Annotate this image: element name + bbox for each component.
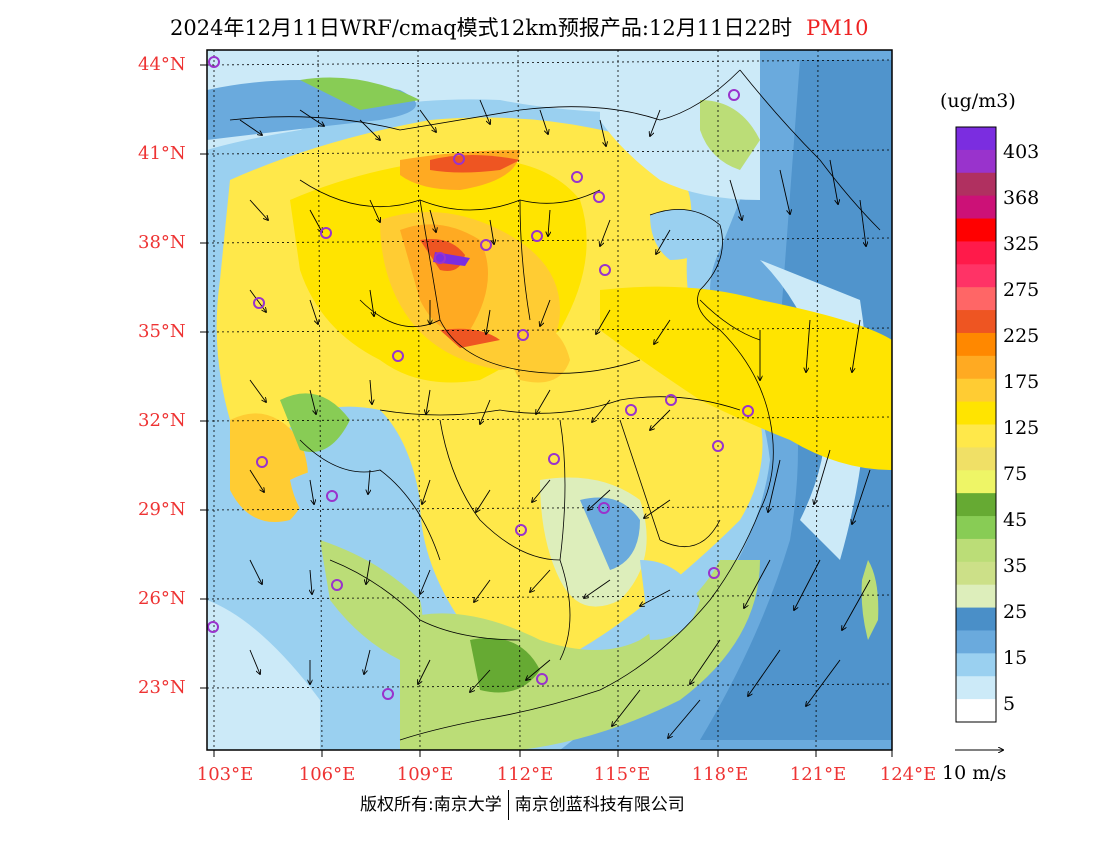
legend-swatch [956, 401, 996, 425]
legend-swatch [956, 127, 996, 151]
lat-label-35: 35°N [138, 321, 186, 342]
legend-swatch [956, 653, 996, 677]
legend-unit: (ug/m3) [940, 90, 1016, 112]
legend-swatch [956, 584, 996, 609]
legend-swatch [956, 516, 996, 540]
title-text: 2024年12月11日WRF/cmaq模式12km预报产品:12月11日22时 [170, 16, 793, 40]
legend-label: 35 [1003, 555, 1028, 577]
variable-name: PM10 [806, 16, 869, 40]
lat-label-38: 38°N [138, 232, 186, 253]
legend-swatch [956, 195, 996, 220]
legend-swatch [956, 218, 996, 242]
legend-label: 175 [1003, 371, 1040, 393]
lat-label-32: 32°N [138, 410, 186, 431]
wind-vectors [239, 99, 871, 738]
lon-label-112: 112°E [496, 764, 554, 785]
city-markers [207, 56, 754, 700]
legend-swatch [956, 447, 996, 471]
legend-frame [955, 126, 997, 723]
legend-label: 325 [1003, 233, 1040, 255]
wind-reference-label: 10 m/s [942, 762, 1007, 784]
legend-swatch [956, 538, 996, 563]
boundaries [229, 69, 881, 741]
lat-label-26: 26°N [138, 588, 186, 609]
copyright-right: 南京创蓝科技有限公司 [514, 795, 685, 815]
legend-swatch [956, 378, 996, 403]
legend-swatch [956, 493, 996, 517]
map-title: 2024年12月11日WRF/cmaq模式12km预报产品:12月11日22时 P… [170, 12, 869, 42]
lon-label-121: 121°E [789, 764, 847, 785]
legend-label: 75 [1003, 463, 1028, 485]
legend-swatch [956, 699, 996, 723]
legend-label: 45 [1003, 509, 1028, 531]
legend-label: 15 [1003, 647, 1028, 669]
legend-label: 125 [1003, 417, 1040, 439]
legend-swatch [956, 470, 996, 494]
copyright-footer: 版权所有:南京大学 南京创蓝科技有限公司 [360, 790, 685, 820]
copyright-left: 版权所有:南京大学 [360, 795, 502, 815]
legend-swatch [956, 355, 996, 380]
lon-label-124: 124°E [879, 764, 937, 785]
lon-label-109: 109°E [396, 764, 454, 785]
lon-label-115: 115°E [593, 764, 651, 785]
legend-swatch [956, 149, 996, 174]
pm10-field [207, 50, 892, 750]
map-frame [206, 49, 893, 751]
legend-swatch [956, 310, 996, 334]
legend-label: 368 [1003, 187, 1040, 209]
legend-swatch [956, 287, 996, 311]
legend-label: 225 [1003, 325, 1040, 347]
legend-swatch [956, 332, 996, 357]
lat-label-29: 29°N [138, 499, 186, 520]
footer-divider [507, 790, 509, 820]
lon-label-118: 118°E [691, 764, 749, 785]
legend-swatch [956, 607, 996, 631]
legend-swatch [956, 630, 996, 654]
lon-label-103: 103°E [196, 764, 254, 785]
lat-label-23: 23°N [138, 677, 186, 698]
lat-label-41: 41°N [138, 143, 186, 164]
legend-swatch [956, 172, 996, 197]
legend-swatch [956, 561, 996, 586]
legend-colorbar [956, 127, 996, 723]
lat-label-44: 44°N [138, 54, 186, 75]
legend-label: 5 [1003, 693, 1016, 715]
legend-swatch [956, 424, 996, 448]
graticule [207, 50, 892, 750]
legend-swatch [956, 676, 996, 700]
legend-label: 275 [1003, 279, 1040, 301]
legend-swatch [956, 241, 996, 265]
axis-ticks [200, 64, 893, 757]
lon-label-106: 106°E [298, 764, 356, 785]
legend-swatch [956, 264, 996, 288]
legend-label: 403 [1003, 141, 1040, 163]
legend-label: 25 [1003, 601, 1028, 623]
